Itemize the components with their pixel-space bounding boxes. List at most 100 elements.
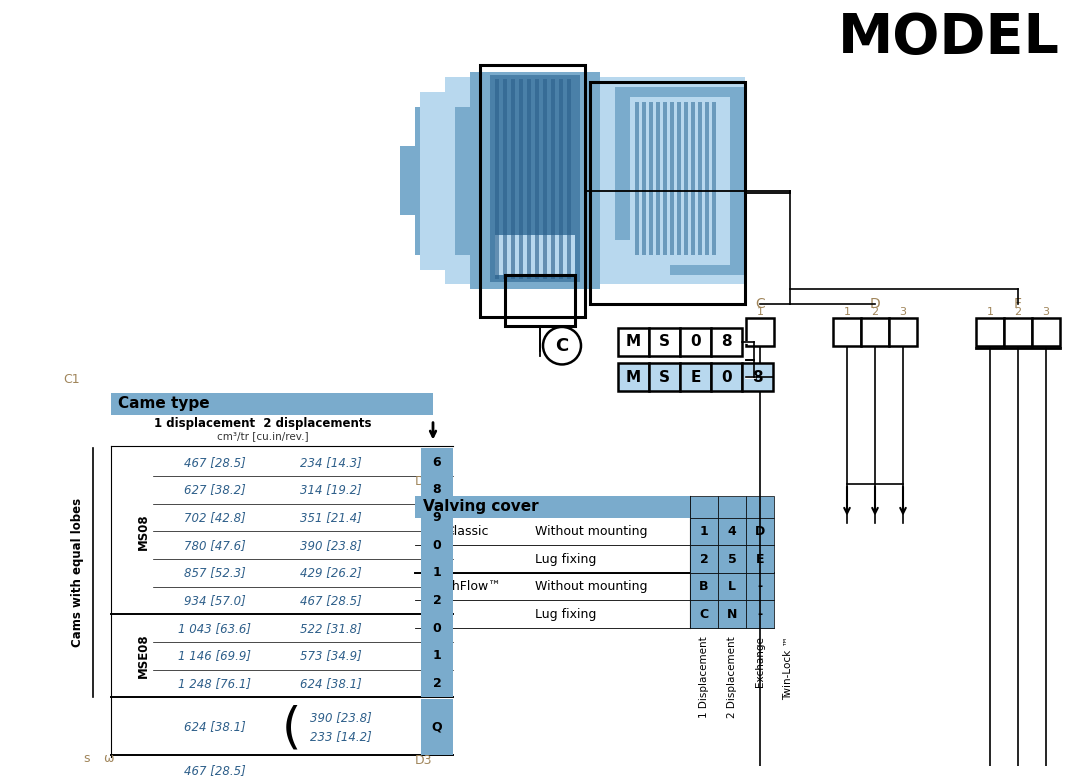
Bar — [745, 573, 774, 601]
Text: 351 [21.4]: 351 [21.4] — [300, 511, 361, 524]
Text: Lug fixing: Lug fixing — [535, 608, 596, 621]
Text: 8: 8 — [722, 334, 731, 349]
Bar — [718, 546, 745, 573]
Bar — [742, 363, 773, 391]
Bar — [511, 79, 515, 279]
Text: 9: 9 — [433, 511, 441, 524]
Bar — [421, 532, 453, 559]
Text: D2: D2 — [415, 475, 433, 488]
Text: 934 [57.0]: 934 [57.0] — [184, 594, 246, 607]
Text: L: L — [728, 580, 736, 593]
Text: S: S — [659, 370, 670, 385]
Bar — [976, 318, 1004, 345]
Text: 702 [42.8]: 702 [42.8] — [184, 511, 246, 524]
Bar — [718, 496, 745, 518]
Text: 467 [28.5]: 467 [28.5] — [300, 594, 361, 607]
Bar — [615, 87, 745, 275]
Bar — [663, 102, 667, 255]
Bar — [494, 79, 499, 279]
Bar — [415, 496, 690, 518]
Text: 0: 0 — [433, 622, 441, 635]
Text: 4: 4 — [727, 525, 737, 538]
Bar — [690, 573, 718, 601]
Bar — [1032, 318, 1060, 345]
Text: C: C — [699, 608, 709, 621]
Text: 5: 5 — [727, 553, 737, 566]
Bar — [677, 102, 681, 255]
Bar — [503, 79, 507, 279]
Text: 0: 0 — [433, 539, 441, 552]
Bar — [690, 601, 718, 628]
Text: Q: Q — [432, 720, 443, 733]
Text: 780 [47.6]: 780 [47.6] — [184, 539, 246, 552]
Text: 3: 3 — [899, 307, 907, 317]
Text: 1: 1 — [433, 650, 441, 662]
Text: 390 [23.8]: 390 [23.8] — [311, 711, 372, 723]
Text: 2 Displacement: 2 Displacement — [727, 636, 737, 718]
Text: D: D — [870, 297, 881, 311]
Bar — [670, 102, 674, 255]
Text: C: C — [755, 297, 765, 311]
Text: 1: 1 — [700, 525, 709, 538]
Bar — [567, 79, 571, 279]
Text: Valving cover: Valving cover — [423, 499, 539, 514]
Text: (: ( — [281, 705, 301, 753]
Bar — [421, 587, 453, 615]
Text: 624 [38.1]: 624 [38.1] — [184, 720, 246, 733]
Text: Twin-Lock ™: Twin-Lock ™ — [783, 636, 793, 700]
Bar — [111, 393, 433, 415]
Bar — [421, 504, 453, 532]
Bar — [698, 102, 702, 255]
Bar — [718, 518, 745, 546]
Text: 1 043 [63.6]: 1 043 [63.6] — [179, 622, 251, 635]
Text: 390 [23.8]: 390 [23.8] — [300, 539, 361, 552]
Bar — [745, 518, 774, 546]
Text: Without mounting: Without mounting — [535, 580, 647, 593]
Bar — [649, 363, 679, 391]
Bar — [690, 546, 718, 573]
Bar — [861, 318, 889, 345]
Text: M: M — [626, 334, 641, 349]
Text: 2: 2 — [1015, 307, 1021, 317]
Text: E: E — [755, 553, 764, 566]
Text: MS08: MS08 — [136, 513, 149, 549]
Text: 1: 1 — [433, 566, 441, 580]
Text: Came type: Came type — [118, 397, 210, 411]
Text: Cams with equal lobes: Cams with equal lobes — [71, 498, 84, 647]
Text: 627 [38.2]: 627 [38.2] — [184, 483, 246, 497]
Bar — [712, 102, 716, 255]
Text: 8: 8 — [433, 483, 441, 497]
Text: MODEL: MODEL — [839, 11, 1060, 64]
Bar — [690, 518, 718, 546]
Text: 1 146 [69.9]: 1 146 [69.9] — [179, 650, 251, 662]
Text: 2: 2 — [871, 307, 879, 317]
Bar — [519, 79, 523, 279]
Text: 1 Displacement: 1 Displacement — [699, 636, 709, 718]
Bar — [421, 476, 453, 504]
Text: Classic: Classic — [446, 525, 489, 538]
Bar — [630, 97, 730, 265]
Bar — [705, 102, 709, 255]
Bar — [745, 601, 774, 628]
Text: 857 [52.3]: 857 [52.3] — [184, 566, 246, 580]
Bar — [1004, 318, 1032, 345]
Bar — [889, 318, 918, 345]
Text: HighFlow™: HighFlow™ — [432, 580, 502, 593]
Text: B: B — [699, 580, 709, 593]
Text: 624 [38.1]: 624 [38.1] — [300, 677, 361, 690]
Text: s: s — [83, 752, 90, 765]
Text: F: F — [1014, 297, 1022, 311]
Text: 234 [14.3]: 234 [14.3] — [300, 456, 361, 469]
Text: ω: ω — [103, 752, 114, 765]
Text: N: N — [727, 608, 737, 621]
Bar — [718, 573, 745, 601]
Bar — [610, 240, 670, 275]
Bar — [718, 601, 745, 628]
Bar — [527, 79, 531, 279]
Text: Exchange: Exchange — [755, 636, 765, 687]
Bar — [494, 235, 575, 275]
Bar — [711, 328, 742, 355]
Text: 1: 1 — [987, 307, 993, 317]
Bar — [649, 328, 679, 355]
Text: 2: 2 — [700, 553, 709, 566]
